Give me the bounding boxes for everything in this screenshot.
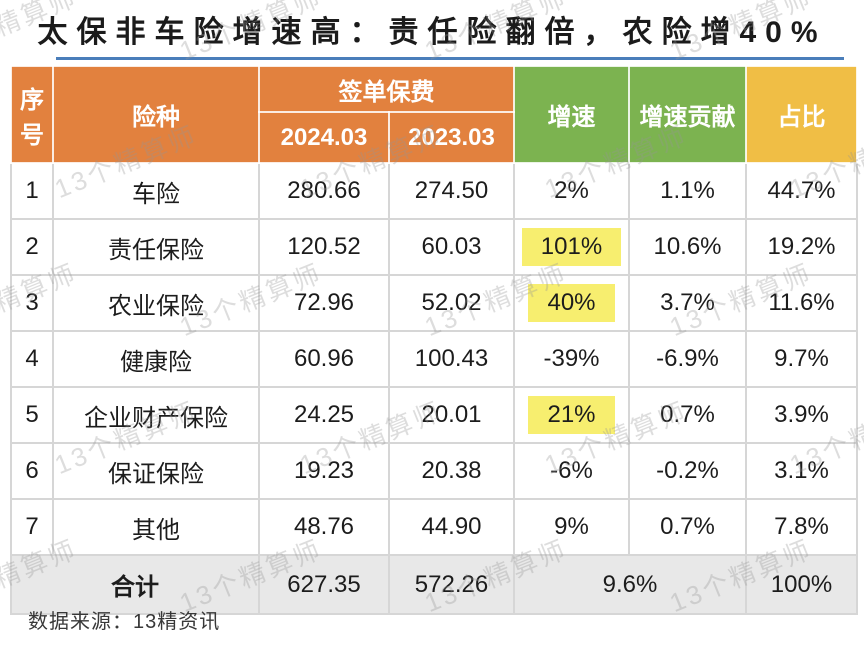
- row-growth: -39%: [513, 330, 630, 388]
- row-share: 3.9%: [745, 386, 858, 444]
- row-seq: 2: [10, 218, 54, 276]
- row-premium-2023: 100.43: [388, 330, 515, 388]
- page-title: 太保非车险增速高：责任险翻倍，农险增40%: [37, 16, 827, 49]
- header-share: 占比: [745, 65, 858, 164]
- row-line-type: 健康险: [52, 330, 260, 388]
- growth-highlight: 40%: [528, 284, 615, 322]
- table-row: 6 保证保险 19.23 20.38 -6% -0.2% 3.1%: [10, 442, 858, 500]
- table-row: 5 企业财产保险 24.25 20.01 21% 0.7% 3.9%: [10, 386, 858, 444]
- row-growth: 21%: [513, 386, 630, 444]
- row-seq: 6: [10, 442, 54, 500]
- row-premium-2024: 120.52: [258, 218, 390, 276]
- header-premium-2023: 2023.03: [388, 111, 515, 164]
- header-growth-contribution: 增速贡献: [628, 65, 747, 164]
- row-line-type: 车险: [52, 162, 260, 220]
- row-contribution: 3.7%: [628, 274, 747, 332]
- row-premium-2023: 20.38: [388, 442, 515, 500]
- table-row: 1 车险 280.66 274.50 2% 1.1% 44.7%: [10, 162, 858, 220]
- row-contribution: -6.9%: [628, 330, 747, 388]
- total-premium-2023: 572.26: [388, 554, 515, 615]
- table-header: 序号 险种 签单保费 增速 增速贡献 占比 2024.03 2023.03: [10, 65, 858, 164]
- table-row: 7 其他 48.76 44.90 9% 0.7% 7.8%: [10, 498, 858, 556]
- row-contribution: 0.7%: [628, 386, 747, 444]
- row-seq: 7: [10, 498, 54, 556]
- row-premium-2024: 48.76: [258, 498, 390, 556]
- row-share: 9.7%: [745, 330, 858, 388]
- row-premium-2023: 44.90: [388, 498, 515, 556]
- row-line-type: 责任保险: [52, 218, 260, 276]
- row-contribution: -0.2%: [628, 442, 747, 500]
- total-premium-2024: 627.35: [258, 554, 390, 615]
- row-premium-2024: 280.66: [258, 162, 390, 220]
- row-premium-2023: 52.02: [388, 274, 515, 332]
- row-premium-2023: 60.03: [388, 218, 515, 276]
- row-growth: -6%: [513, 442, 630, 500]
- table-body: 1 车险 280.66 274.50 2% 1.1% 44.7% 2 责任保险 120.52 60.…: [10, 162, 858, 556]
- row-line-type: 其他: [52, 498, 260, 556]
- row-share: 44.7%: [745, 162, 858, 220]
- row-line-type: 保证保险: [52, 442, 260, 500]
- row-growth: 2%: [513, 162, 630, 220]
- row-contribution: 10.6%: [628, 218, 747, 276]
- row-share: 11.6%: [745, 274, 858, 332]
- table-row: 2 责任保险 120.52 60.03 101% 10.6% 19.2%: [10, 218, 858, 276]
- row-premium-2024: 60.96: [258, 330, 390, 388]
- header-premium-group: 签单保费: [258, 65, 515, 113]
- row-seq: 3: [10, 274, 54, 332]
- row-line-type: 农业保险: [52, 274, 260, 332]
- row-line-type: 企业财产保险: [52, 386, 260, 444]
- table-row: 4 健康险 60.96 100.43 -39% -6.9% 9.7%: [10, 330, 858, 388]
- row-growth: 9%: [513, 498, 630, 556]
- data-source-note: 数据来源：13精资讯: [28, 611, 221, 633]
- row-contribution: 0.7%: [628, 498, 747, 556]
- total-label: 合计: [10, 554, 260, 615]
- row-seq: 5: [10, 386, 54, 444]
- row-share: 19.2%: [745, 218, 858, 276]
- header-seq: 序号: [10, 65, 54, 164]
- title-underline: [56, 57, 844, 60]
- table-row: 3 农业保险 72.96 52.02 40% 3.7% 11.6%: [10, 274, 858, 332]
- row-growth: 101%: [513, 218, 630, 276]
- row-share: 7.8%: [745, 498, 858, 556]
- row-share: 3.1%: [745, 442, 858, 500]
- header-premium-2024: 2024.03: [258, 111, 390, 164]
- row-growth: 40%: [513, 274, 630, 332]
- row-premium-2024: 24.25: [258, 386, 390, 444]
- header-line-type: 险种: [52, 65, 260, 164]
- header-growth: 增速: [513, 65, 630, 164]
- row-seq: 1: [10, 162, 54, 220]
- row-premium-2023: 274.50: [388, 162, 515, 220]
- row-premium-2023: 20.01: [388, 386, 515, 444]
- row-premium-2024: 19.23: [258, 442, 390, 500]
- total-growth: 9.6%: [513, 554, 747, 615]
- total-share: 100%: [745, 554, 858, 615]
- growth-highlight: 21%: [528, 396, 615, 434]
- row-premium-2024: 72.96: [258, 274, 390, 332]
- total-row: 合计 627.35 572.26 9.6% 100%: [10, 554, 858, 615]
- row-seq: 4: [10, 330, 54, 388]
- row-contribution: 1.1%: [628, 162, 747, 220]
- growth-highlight: 101%: [521, 228, 622, 266]
